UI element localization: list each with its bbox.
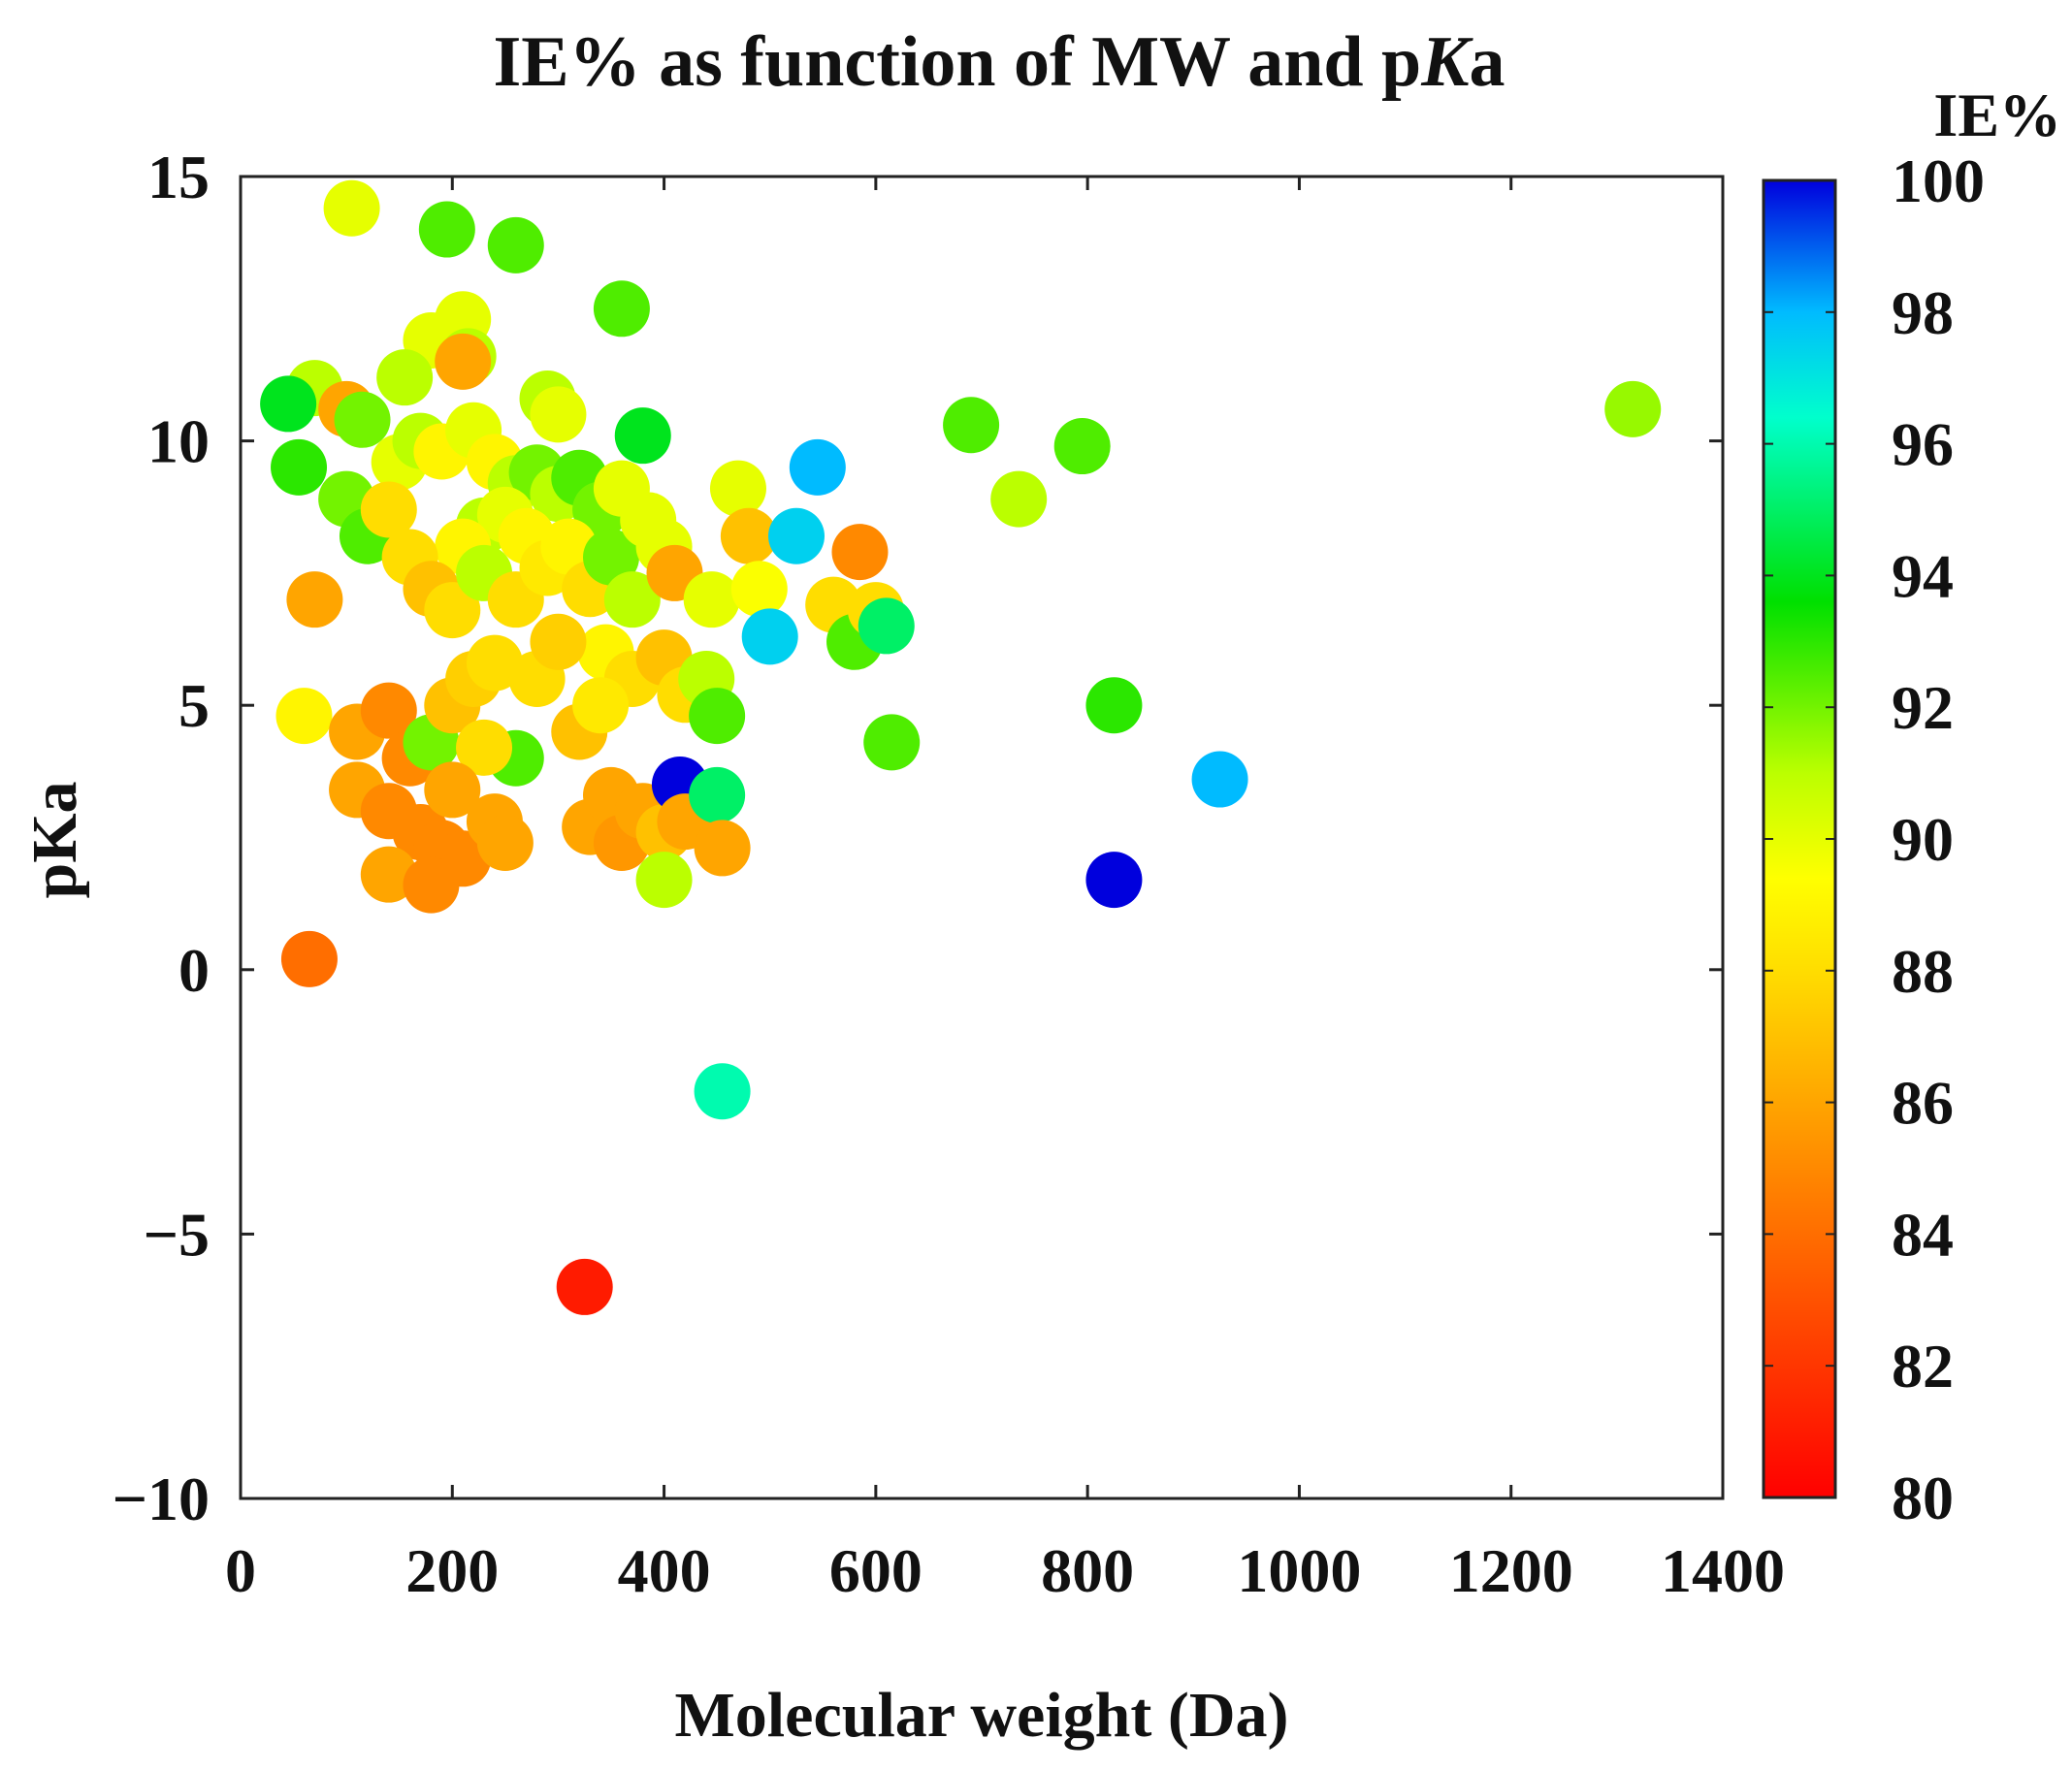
- data-point: [487, 216, 544, 274]
- data-point: [418, 201, 475, 258]
- data-point: [424, 761, 481, 819]
- data-point: [360, 682, 417, 739]
- data-point: [694, 820, 751, 877]
- y-axis-ticks: −10 −5 0 5 10 15: [113, 143, 1723, 1533]
- title-suffix: a: [1470, 22, 1505, 102]
- x-tick-label: 400: [618, 1536, 711, 1605]
- data-point: [709, 460, 766, 517]
- y-axis-label: pKa: [19, 781, 90, 898]
- data-point: [720, 507, 777, 564]
- data-point: [1604, 380, 1662, 437]
- data-point: [741, 608, 798, 665]
- data-point: [635, 852, 693, 909]
- data-point: [572, 677, 630, 734]
- data-point: [530, 613, 587, 670]
- colorbar-tick-label: 94: [1892, 541, 1954, 610]
- y-tick-label: 0: [178, 936, 210, 1005]
- data-point: [530, 386, 587, 443]
- data-point: [1085, 677, 1143, 734]
- chart-title: IE% as function of MW and pKa: [493, 22, 1505, 102]
- data-point: [275, 688, 333, 745]
- x-tick-label: 200: [405, 1536, 499, 1605]
- data-point: [858, 597, 915, 655]
- data-point: [260, 375, 317, 433]
- data-point: [863, 714, 921, 771]
- data-point: [990, 470, 1048, 528]
- data-point: [334, 391, 391, 448]
- colorbar-tick-label: 96: [1892, 410, 1954, 479]
- colorbar-tick-label: 88: [1892, 937, 1954, 1006]
- data-point: [540, 518, 598, 575]
- data-point: [466, 634, 523, 692]
- data-point: [831, 524, 889, 581]
- data-point: [614, 407, 671, 465]
- colorbar-tick-label: 80: [1892, 1464, 1954, 1532]
- data-point: [1053, 418, 1111, 475]
- scatter-points: [260, 179, 1662, 1315]
- colorbar-tick-label: 84: [1892, 1200, 1954, 1269]
- data-point: [556, 1258, 613, 1315]
- data-point: [689, 688, 746, 745]
- data-point: [593, 280, 650, 338]
- data-point: [603, 571, 661, 628]
- colorbar-tick-label: 92: [1892, 673, 1954, 742]
- y-tick-label: −5: [144, 1200, 210, 1269]
- x-tick-label: 600: [829, 1536, 923, 1605]
- data-point: [360, 846, 417, 903]
- data-point: [476, 814, 534, 871]
- colorbar-tick-label: 98: [1892, 278, 1954, 347]
- data-point: [689, 766, 746, 823]
- y-tick-label: −10: [113, 1465, 210, 1533]
- y-tick-label: 15: [147, 143, 210, 211]
- title-italic: K: [1420, 22, 1473, 102]
- x-tick-label: 0: [225, 1536, 256, 1605]
- data-point: [280, 930, 338, 987]
- data-point: [683, 571, 740, 628]
- x-axis-label: Molecular weight (Da): [675, 1680, 1289, 1751]
- x-tick-label: 1200: [1449, 1536, 1573, 1605]
- title-prefix: IE% as function of MW and p: [493, 22, 1421, 102]
- x-axis-ticks: 0 200 400 600 800 1000 1200 1400: [225, 177, 1785, 1605]
- data-point: [789, 438, 846, 496]
- data-point: [1191, 751, 1248, 808]
- data-point: [694, 1063, 751, 1120]
- data-point: [286, 571, 343, 628]
- data-point: [456, 719, 513, 776]
- data-point: [360, 481, 417, 538]
- x-tick-label: 1000: [1237, 1536, 1361, 1605]
- colorbar-label: IE%: [1933, 80, 2061, 149]
- y-tick-label: 10: [147, 407, 210, 476]
- data-point: [403, 856, 460, 914]
- data-point: [424, 582, 481, 639]
- data-point: [730, 561, 788, 618]
- data-point: [323, 179, 380, 237]
- colorbar: [1762, 178, 1837, 1499]
- data-point: [943, 397, 1000, 454]
- colorbar-ticks: 80 82 84 86 88 90 92 94 96 98 100: [1764, 146, 1985, 1532]
- data-point: [271, 438, 328, 496]
- colorbar-tick-label: 86: [1892, 1069, 1954, 1138]
- y-tick-label: 5: [178, 671, 210, 740]
- x-tick-label: 800: [1041, 1536, 1134, 1605]
- data-point: [435, 333, 492, 390]
- data-point: [768, 507, 825, 564]
- data-point: [583, 529, 639, 586]
- colorbar-tick-label: 90: [1892, 805, 1954, 874]
- colorbar-tick-label: 100: [1892, 146, 1985, 215]
- x-tick-label: 1400: [1661, 1536, 1785, 1605]
- data-point: [1085, 852, 1143, 909]
- colorbar-tick-label: 82: [1892, 1332, 1954, 1401]
- data-point: [376, 349, 434, 406]
